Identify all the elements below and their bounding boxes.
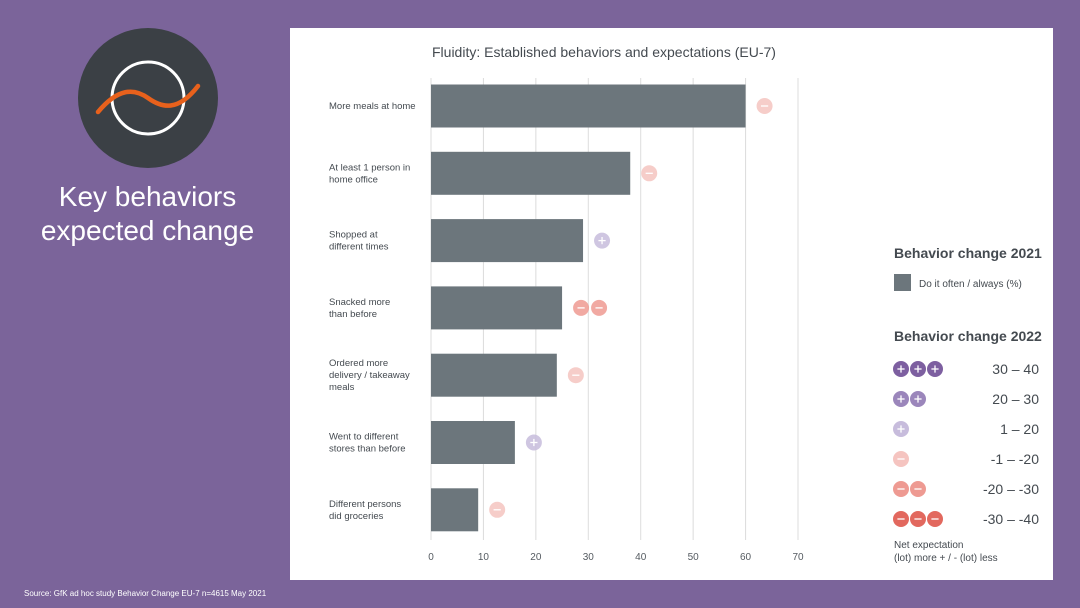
legend-badge: [927, 511, 943, 527]
slide-title-line-2: expected change: [40, 215, 255, 246]
slide-title: Key behaviors expected change: [20, 180, 275, 248]
legend-note: Net expectation: [894, 540, 964, 551]
x-tick-label: 50: [688, 552, 700, 563]
expectation-badge: [756, 98, 773, 114]
category-label: At least 1 person in: [329, 162, 410, 173]
legend-range-label: 20 – 30: [992, 391, 1039, 407]
legend-range-label: -1 – -20: [991, 451, 1039, 467]
x-tick-label: 20: [530, 552, 542, 563]
legend-badge: [927, 361, 943, 377]
x-tick-label: 0: [428, 552, 434, 563]
expectation-badge: [567, 367, 584, 384]
legend-badge: [910, 481, 926, 497]
category-label: Ordered more: [329, 358, 388, 369]
category-label: Shopped at: [329, 230, 378, 241]
source-note: Source: GfK ad hoc study Behavior Change…: [24, 589, 267, 598]
x-tick-label: 10: [478, 552, 490, 563]
bar: [431, 219, 584, 263]
legend-badge: [910, 361, 926, 377]
x-tick-label: 30: [583, 552, 595, 563]
x-tick-label: 60: [740, 552, 752, 563]
legend-badge: [893, 361, 909, 377]
legend-range-label: 1 – 20: [1000, 421, 1039, 437]
legend-badge: [893, 421, 909, 437]
legend-badge: [893, 391, 909, 407]
category-label: More meals at home: [329, 101, 416, 112]
expectation-badge: [573, 299, 590, 316]
legend-note: (lot) more + / - (lot) less: [894, 553, 998, 564]
legend-badge: [910, 511, 926, 527]
legend-swatch: [894, 274, 911, 291]
chart: Fluidity: Established behaviors and expe…: [329, 44, 1042, 564]
legend-series-label: Do it often / always (%): [919, 279, 1022, 290]
x-tick-label: 70: [792, 552, 804, 563]
category-label: Different persons: [329, 499, 401, 510]
legend-range-label: -20 – -30: [983, 481, 1039, 497]
category-label: Went to different: [329, 432, 399, 443]
wave-circle-icon: [78, 28, 218, 168]
legend-badge: [910, 391, 926, 407]
chart-title: Fluidity: Established behaviors and expe…: [432, 44, 776, 60]
category-label: than before: [329, 309, 377, 320]
chart-panel: Fluidity: Established behaviors and expe…: [290, 28, 1053, 580]
expectation-badge: [525, 434, 542, 451]
bar: [431, 353, 557, 397]
bar: [431, 84, 746, 128]
category-label: delivery / takeaway: [329, 370, 410, 381]
x-tick-label: 40: [635, 552, 647, 563]
slide-title-line-1: Key behaviors: [58, 181, 237, 212]
expectation-badge: [489, 501, 506, 518]
legend-badge: [893, 511, 909, 527]
bar: [431, 421, 515, 464]
legend-range-label: 30 – 40: [992, 361, 1039, 377]
bar: [431, 488, 479, 532]
bar: [431, 286, 563, 330]
legend-2021-title: Behavior change 2021: [894, 245, 1042, 261]
category-label: meals: [329, 382, 355, 393]
expectation-badge: [594, 232, 611, 249]
legend-range-label: -30 – -40: [983, 511, 1039, 527]
legend-badge: [893, 481, 909, 497]
legend-badge: [893, 451, 909, 467]
category-label: home office: [329, 174, 378, 185]
category-label: different times: [329, 242, 389, 253]
category-label: stores than before: [329, 444, 406, 455]
expectation-badge: [641, 165, 658, 182]
expectation-badge: [591, 299, 608, 316]
category-label: Snacked more: [329, 297, 390, 308]
category-label: did groceries: [329, 511, 384, 522]
bar: [431, 151, 631, 195]
legend-2022-title: Behavior change 2022: [894, 328, 1042, 344]
